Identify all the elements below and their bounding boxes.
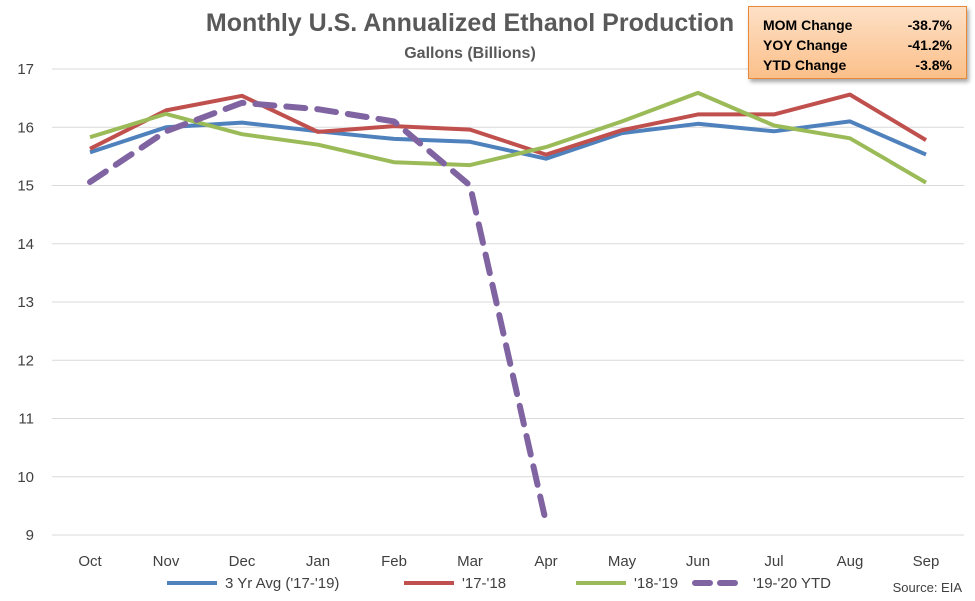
y-tick-label: 10 [17, 469, 34, 486]
y-tick-label: 17 [17, 61, 34, 78]
x-tick-label: Sep [913, 553, 940, 570]
x-tick-label: Apr [534, 553, 557, 570]
x-axis: Oct Nov Dec Jan Feb Mar Apr May Jun Jul Aug Sep [78, 553, 939, 570]
info-row-yoy: YOY Change -41.2% [763, 37, 952, 57]
legend-label: '18-'19 [634, 575, 678, 592]
series-line [89, 90, 928, 185]
x-tick-label: Oct [78, 553, 102, 570]
x-tick-label: Aug [837, 553, 864, 570]
info-row-ytd: YTD Change -3.8% [763, 57, 952, 77]
source-note: Source: EIA [893, 580, 963, 595]
series-line [89, 92, 928, 157]
y-tick-label: 14 [17, 236, 34, 253]
x-tick-label: Feb [381, 553, 407, 570]
info-row-mom: MOM Change -38.7% [763, 17, 952, 37]
series-line [87, 99, 549, 526]
y-tick-label: 16 [17, 119, 34, 136]
legend-label: 3 Yr Avg ('17-'19) [225, 575, 339, 592]
y-tick-label: 11 [18, 411, 34, 428]
ytd-change-value: -3.8% [915, 57, 952, 73]
x-tick-label: Nov [153, 553, 180, 570]
x-tick-label: Jul [764, 553, 783, 570]
mom-change-value: -38.7% [907, 17, 952, 33]
change-summary-box: MOM Change -38.7% YOY Change -41.2% YTD … [748, 6, 967, 79]
x-tick-label: May [608, 553, 637, 570]
legend-label: '19-'20 YTD [753, 575, 831, 592]
legend: 3 Yr Avg ('17-'19) '17-'18 '18-'19 '19-'20 … [167, 575, 831, 592]
y-tick-label: 12 [17, 352, 34, 369]
y-tick-label: 15 [17, 178, 34, 195]
y-axis: 9 10 11 12 13 14 15 16 17 [17, 61, 34, 544]
x-tick-label: Dec [229, 553, 256, 570]
legend-label: '17-'18 [462, 575, 506, 592]
yoy-change-label: YOY Change [763, 37, 848, 53]
mom-change-label: MOM Change [763, 17, 853, 33]
y-tick-label: 13 [17, 294, 34, 311]
gridlines [52, 68, 964, 536]
x-tick-label: Jun [686, 553, 710, 570]
x-tick-label: Mar [457, 553, 483, 570]
series-lines [87, 90, 928, 526]
y-tick-label: 9 [26, 527, 34, 544]
x-tick-label: Jan [306, 553, 330, 570]
chart-title: Monthly U.S. Annualized Ethanol Producti… [206, 9, 734, 37]
yoy-change-value: -41.2% [907, 37, 952, 53]
ytd-change-label: YTD Change [763, 57, 847, 73]
chart-subtitle: Gallons (Billions) [404, 45, 536, 62]
